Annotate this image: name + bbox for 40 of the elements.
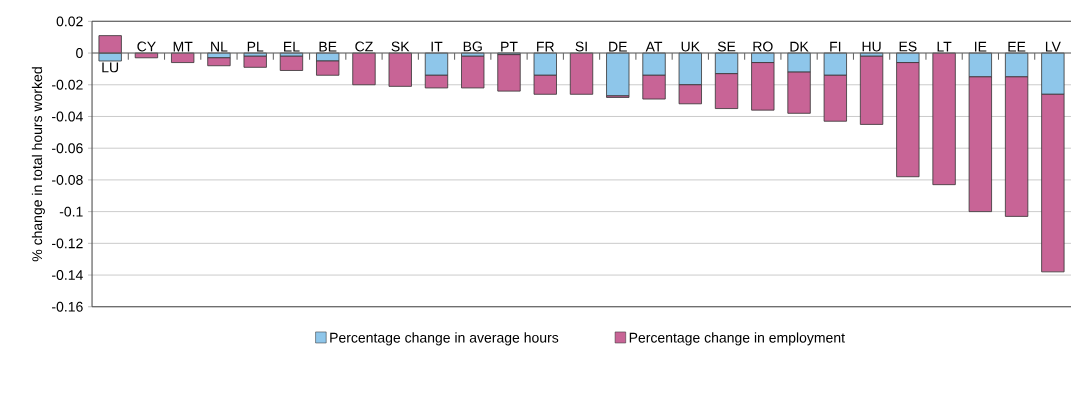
x-tick-label: CY (137, 41, 156, 52)
x-tick-label: BE (319, 41, 337, 52)
x-tick-label: IE (975, 41, 987, 52)
x-tick-label: NL (211, 41, 228, 52)
y-tick-label: -0.1 (59, 206, 83, 217)
x-tick-label: SI (575, 41, 587, 52)
x-tick-label: IT (431, 41, 443, 52)
x-tick-label: CZ (355, 41, 373, 52)
x-tick-label: DE (609, 41, 627, 52)
y-tick-label: -0.16 (52, 301, 83, 312)
x-tick-label: RO (753, 41, 773, 52)
x-tick-label: LU (102, 62, 119, 73)
legend-label: Percentage change in employment (629, 332, 845, 346)
x-tick-label: PT (501, 41, 518, 52)
x-tick-label: EL (284, 41, 300, 52)
y-tick-label: -0.14 (52, 269, 83, 280)
x-tick-label: FR (537, 41, 554, 52)
x-tick-label: EE (1008, 41, 1026, 52)
x-tick-label: UK (681, 41, 700, 52)
y-tick-label: -0.02 (52, 79, 83, 90)
y-tick-label: -0.12 (52, 238, 83, 249)
y-tick-label: -0.06 (52, 143, 83, 153)
x-tick-label: HU (862, 41, 881, 52)
x-tick-label: DK (790, 41, 809, 52)
y-axis-title: % change in total hours worked (31, 67, 45, 262)
x-tick-label: LV (1045, 41, 1061, 52)
x-tick-label: SK (391, 41, 410, 52)
x-tick-label: PL (247, 41, 264, 52)
x-tick-label: BG (463, 41, 482, 52)
y-tick-label: 0 (76, 47, 83, 58)
y-tick-label: -0.04 (52, 111, 83, 122)
x-tick-label: LT (937, 41, 952, 52)
legend-label: Percentage change in average hours (330, 332, 559, 346)
x-tick-label: SE (717, 41, 736, 52)
x-tick-label: FI (830, 41, 841, 52)
x-tick-label: ES (899, 41, 917, 52)
y-tick-label: -0.08 (52, 174, 83, 185)
y-tick-label: 0.02 (56, 16, 83, 27)
x-tick-label: MT (173, 41, 193, 52)
x-tick-label: AT (645, 41, 663, 52)
